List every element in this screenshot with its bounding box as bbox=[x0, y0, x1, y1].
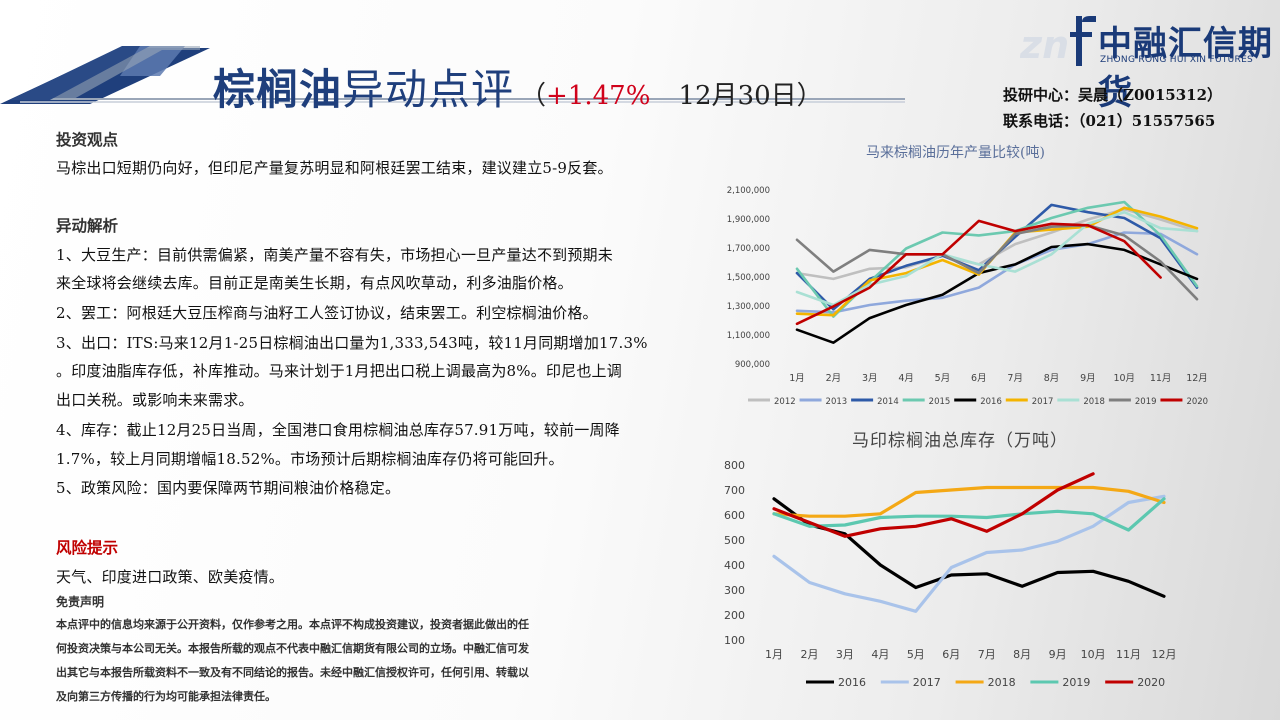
analysis-line: 1、大豆生产：目前供需偏紧，南美产量不容有失，市场担心一旦产量达不到预期未 bbox=[56, 246, 613, 264]
analysis-line: 。印度油脂库存低，补库推动。马来计划于1月把出口税上调最高为8%。印尼也上调 bbox=[56, 362, 622, 380]
analysis-line: 5、政策风险：国内要保障两节期间粮油价格稳定。 bbox=[56, 479, 401, 497]
x-tick-label: 4月 bbox=[871, 648, 889, 661]
header-triangle-icon bbox=[10, 46, 200, 100]
disclaimer-line: 本点评中的信息均来源于公开资料，仅作参考之用。本点评不构成投资建议，投资者据此做… bbox=[56, 618, 529, 631]
x-tick-label: 5月 bbox=[935, 373, 951, 384]
x-tick-label: 5月 bbox=[907, 648, 925, 661]
series-line-2013 bbox=[795, 231, 1199, 314]
series-line-2016 bbox=[772, 497, 1166, 598]
page-title: 棕榈油 异动点评 （ +1.47% 12月30日） bbox=[213, 56, 823, 114]
x-tick-label: 2月 bbox=[800, 648, 818, 661]
y-tick-label: 700 bbox=[724, 484, 745, 497]
x-tick-label: 4月 bbox=[898, 373, 914, 384]
risk-title: 风险提示 bbox=[56, 538, 119, 557]
x-tick-label: 7月 bbox=[978, 648, 996, 661]
y-tick-label: 2,100,000 bbox=[727, 186, 770, 196]
title-date: 12月30日） bbox=[678, 81, 823, 111]
y-tick-label: 300 bbox=[724, 584, 745, 597]
x-tick-label: 2月 bbox=[826, 373, 842, 384]
y-tick-label: 500 bbox=[724, 534, 745, 547]
inventory-chart: 100 200 300 400 500 600 700 800 1月 2月 3月 4月 5月 6月 7月 8月… bbox=[724, 459, 1177, 689]
legend-label: 2012 bbox=[774, 397, 796, 407]
series-line-2018 bbox=[772, 485, 1166, 518]
analysis-line: 4、库存：截止12月25日当周，全国港口食用棕榈油总库存57.91万吨，较前一周… bbox=[56, 421, 620, 439]
x-tick-label: 11月 bbox=[1150, 373, 1172, 384]
x-tick-label: 12月 bbox=[1152, 648, 1177, 661]
y-tick-label: 1,100,000 bbox=[727, 331, 770, 341]
x-tick-label: 9月 bbox=[1049, 648, 1067, 661]
series-line-2019 bbox=[772, 497, 1166, 532]
y-tick-label: 1,900,000 bbox=[727, 215, 770, 225]
analysis-line: 来全球将会继续去库。目前正是南美生长期，有点风吹草动，利多油脂价格。 bbox=[56, 274, 573, 292]
legend-label: 2018 bbox=[1083, 397, 1105, 407]
analysis-line: 3、出口：ITS:马来12月1-25日棕榈油出口量为1,333,543吨，较11… bbox=[56, 334, 648, 352]
y-tick-label: 100 bbox=[724, 634, 745, 647]
series-line-2020 bbox=[772, 472, 1095, 538]
disclaimer-line: 及向第三方传播的行为均可能承担法律责任。 bbox=[56, 690, 276, 703]
x-tick-label: 1月 bbox=[789, 373, 805, 384]
price-change: +1.47% bbox=[546, 81, 651, 111]
x-tick-label: 3月 bbox=[862, 373, 878, 384]
chart1-title: 马来棕榈油历年产量比较(吨) bbox=[866, 145, 1045, 161]
analysis-line: 1.7%，较上月同期增幅18.52%。市场预计后期棕榈油库存仍将可能回升。 bbox=[56, 450, 564, 468]
y-tick-label: 1,300,000 bbox=[727, 302, 770, 312]
x-tick-label: 10月 bbox=[1113, 373, 1135, 384]
logo-english: ZHONG RONG HUI XIN FUTURES bbox=[1100, 55, 1254, 65]
legend-label: 2018 bbox=[988, 676, 1016, 689]
y-tick-label: 600 bbox=[724, 509, 745, 522]
analysis-title: 异动解析 bbox=[56, 216, 119, 235]
legend-label: 2020 bbox=[1137, 676, 1165, 689]
legend-label: 2019 bbox=[1135, 397, 1157, 407]
disclaimer-line: 出其它与本报告所载资料不一致及有不同结论的报告。未经中融汇信授权许可，任何引用、… bbox=[56, 666, 529, 679]
x-tick-label: 10月 bbox=[1081, 648, 1106, 661]
legend-label: 2019 bbox=[1062, 676, 1090, 689]
view-text: 马棕出口短期仍向好，但印尼产量复苏明显和阿根廷罢工结束，建议建立5-9反套。 bbox=[56, 159, 613, 177]
analyst-info: 投研中心：吴晨（Z0015312） bbox=[1003, 86, 1223, 104]
x-tick-label: 7月 bbox=[1007, 373, 1023, 384]
disclaimer-title: 免责声明 bbox=[56, 595, 105, 609]
view-title: 投资观点 bbox=[56, 130, 119, 149]
x-tick-label: 11月 bbox=[1116, 648, 1141, 661]
y-tick-label: 1,500,000 bbox=[727, 273, 770, 283]
series-line-2020 bbox=[795, 219, 1162, 326]
legend-label: 2015 bbox=[929, 397, 951, 407]
analysis-line: 出口关税。或影响未来需求。 bbox=[56, 391, 254, 409]
series-line-2018 bbox=[795, 210, 1199, 307]
title-paren: （ bbox=[520, 81, 547, 111]
y-tick-label: 200 bbox=[724, 609, 745, 622]
x-tick-label: 3月 bbox=[836, 648, 854, 661]
x-tick-label: 12月 bbox=[1186, 373, 1208, 384]
x-tick-label: 9月 bbox=[1080, 373, 1096, 384]
logo-name: 中融汇信期货 bbox=[1098, 24, 1273, 113]
phone-info: 联系电话：（021）51557565 bbox=[1003, 112, 1216, 130]
x-tick-label: 6月 bbox=[971, 373, 987, 384]
x-tick-label: 8月 bbox=[1013, 648, 1031, 661]
company-logo: zn bbox=[1020, 16, 1096, 67]
x-tick-label: 6月 bbox=[942, 648, 960, 661]
title-main: 棕榈油 bbox=[213, 65, 343, 114]
legend-label: 2020 bbox=[1186, 397, 1208, 407]
x-tick-label: 1月 bbox=[765, 648, 783, 661]
series-line-2017 bbox=[772, 494, 1166, 613]
y-tick-label: 800 bbox=[724, 459, 745, 472]
x-tick-label: 8月 bbox=[1044, 373, 1060, 384]
legend-label: 2014 bbox=[877, 397, 899, 407]
y-tick-label: 400 bbox=[724, 559, 745, 572]
legend-label: 2016 bbox=[838, 676, 866, 689]
risk-text: 天气、印度进口政策、欧美疫情。 bbox=[56, 568, 285, 586]
legend-label: 2013 bbox=[826, 397, 848, 407]
chart2-title: 马印棕榈油总库存（万吨） bbox=[852, 431, 1068, 451]
analysis-line: 2、罢工：阿根廷大豆压榨商与油籽工人签订协议，结束罢工。利空棕榈油价格。 bbox=[56, 304, 598, 322]
y-tick-label: 900,000 bbox=[735, 360, 770, 370]
svg-text:zn: zn bbox=[1020, 23, 1069, 67]
disclaimer-line: 何投资决策与本公司无关。本报告所载的观点不代表中融汇信期货有限公司的立场。中融汇… bbox=[56, 642, 529, 655]
legend-label: 2017 bbox=[913, 676, 941, 689]
legend-label: 2017 bbox=[1032, 397, 1054, 407]
y-tick-label: 1,700,000 bbox=[727, 244, 770, 254]
legend-label: 2016 bbox=[980, 397, 1002, 407]
series-line-2019 bbox=[795, 224, 1199, 301]
production-chart: 900,000 1,100,000 1,300,000 1,500,000 1,700,… bbox=[727, 186, 1208, 407]
title-sub: 异动点评 bbox=[342, 65, 515, 114]
